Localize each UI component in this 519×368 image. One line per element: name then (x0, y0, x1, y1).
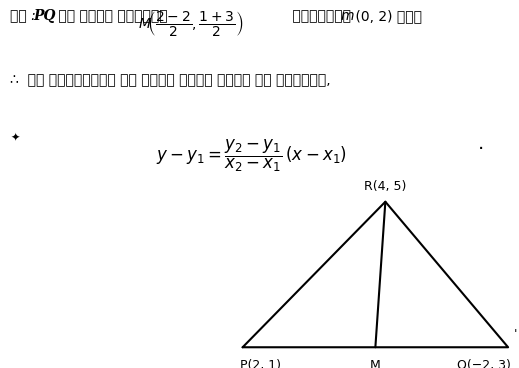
Text: ∴  दो बिन्दुओं से जाने वाली रेखा का समीकरण,: ∴ दो बिन्दुओं से जाने वाली रेखा का समीकर… (10, 74, 331, 88)
Text: अर्थात्: अर्थात् (288, 9, 356, 23)
Text: Q(−2, 3): Q(−2, 3) (457, 359, 511, 368)
Text: हल :: हल : (10, 9, 40, 23)
Text: P(2, 1): P(2, 1) (240, 359, 281, 368)
Text: का मध्य बिन्दु: का मध्य बिन्दु (54, 9, 172, 23)
Text: $y - y_1 = \dfrac{y_2 - y_1}{x_2 - x_1}\,(x - x_1)$: $y - y_1 = \dfrac{y_2 - y_1}{x_2 - x_1}\… (156, 138, 347, 174)
Text: $M\!\left(\dfrac{2-2}{2},\dfrac{1+3}{2}\right)$: $M\!\left(\dfrac{2-2}{2},\dfrac{1+3}{2}\… (138, 9, 243, 38)
Text: M: M (370, 359, 381, 368)
Text: ✦: ✦ (10, 132, 20, 142)
Text: ·: · (477, 140, 484, 159)
Text: (0, 2) है।: (0, 2) है। (351, 9, 422, 23)
Text: $m$: $m$ (340, 9, 354, 23)
Text: PQ: PQ (34, 9, 56, 23)
Text: ': ' (514, 328, 517, 340)
Text: R(4, 5): R(4, 5) (364, 180, 406, 193)
